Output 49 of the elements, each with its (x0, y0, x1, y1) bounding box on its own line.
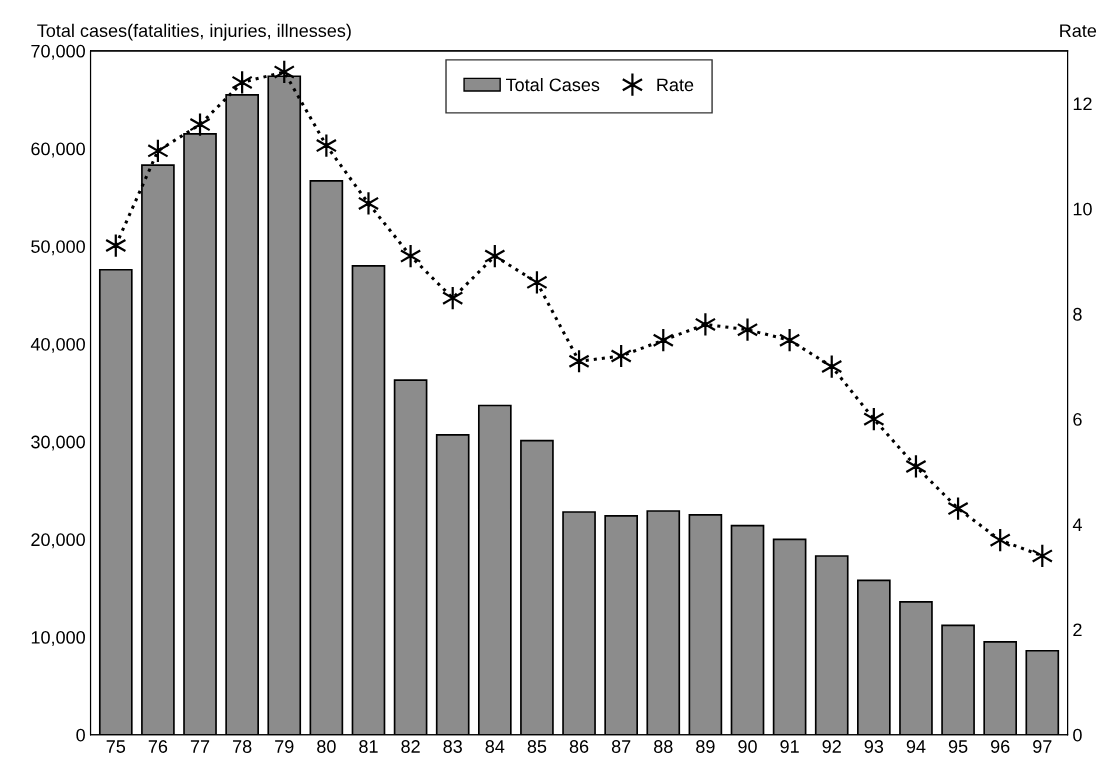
y2-tick-label: 0 (1073, 728, 1082, 742)
x-tick-label: 83 (443, 740, 462, 753)
y2-tick-label: 6 (1073, 413, 1082, 426)
y2-axis-title: Rate (1060, 24, 1097, 38)
x-tick-label: 94 (906, 740, 926, 753)
y2-tick-label: 2 (1073, 623, 1082, 637)
x-tick-label: 97 (1033, 740, 1052, 753)
x-tick-label: 82 (401, 740, 420, 753)
y-tick-label: 20,000 (31, 533, 85, 549)
x-tick-label: 95 (948, 740, 968, 753)
x-tick-label: 85 (527, 740, 547, 753)
x-tick-label: 77 (190, 740, 210, 753)
x-tick-label: 78 (233, 740, 252, 753)
point (315, 133, 338, 158)
point (357, 191, 380, 216)
legend-label: Rate (657, 78, 694, 92)
x-tick-label: 92 (822, 740, 841, 753)
y-tick-label: 40,000 (30, 337, 85, 353)
y-axis-title: Total cases(fatalities, injuries, illnesses) (37, 23, 351, 41)
x-tick-label: 91 (780, 740, 799, 753)
y2-tick-label: 8 (1073, 307, 1082, 321)
y-tick-label: 10,000 (31, 631, 85, 646)
x-tick-label: 75 (106, 740, 126, 753)
x-tick-label: 86 (569, 740, 589, 753)
x-tick-label: 87 (611, 740, 631, 753)
y-tick-label: 60,000 (31, 142, 85, 158)
point (399, 243, 422, 269)
y2-tick-label: 4 (1072, 518, 1082, 531)
point (231, 70, 253, 95)
y-tick-label: 50,000 (31, 240, 85, 256)
point (821, 354, 843, 379)
y2-tick-label: 10 (1073, 202, 1092, 216)
x-tick-label: 96 (990, 740, 1010, 753)
x-tick-label: 81 (359, 740, 378, 753)
x-tick-label: 90 (738, 740, 757, 753)
x-tick-label: 88 (654, 740, 673, 753)
point (694, 312, 717, 337)
x-tick-label: 89 (696, 740, 715, 753)
y-tick-label: 0 (76, 728, 85, 742)
x-tick-label: 80 (317, 740, 336, 753)
y-tick-label: 70,000 (31, 44, 85, 60)
y2-tick-label: 12 (1073, 97, 1092, 111)
x-tick-label: 93 (864, 740, 884, 753)
legend-label: Total Cases (506, 77, 600, 92)
y-tick-label: 30,000 (31, 435, 85, 451)
x-tick-label: 76 (148, 740, 168, 753)
x-tick-label: 84 (485, 740, 505, 753)
point (736, 317, 759, 342)
x-tick-label: 79 (275, 740, 294, 753)
